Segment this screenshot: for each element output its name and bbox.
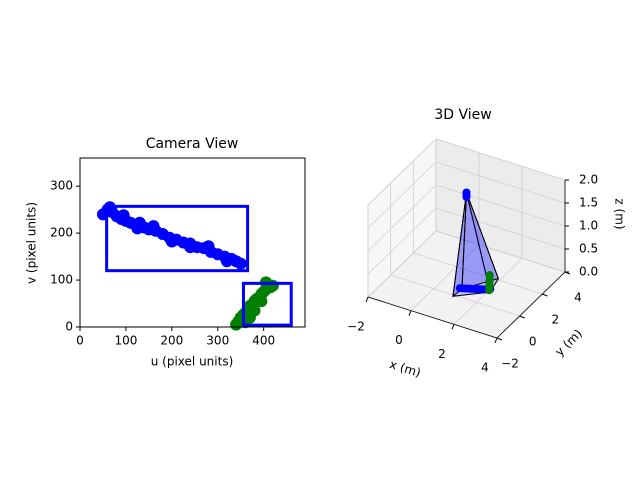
z-tick-label: 2.0 <box>579 173 598 187</box>
point <box>234 257 247 270</box>
x-tick-label: 400 <box>252 334 275 348</box>
y-tick-label: 2 <box>552 313 560 327</box>
grid-line <box>435 161 566 204</box>
grid-line <box>413 252 543 295</box>
z-tick-label: 1.0 <box>579 219 598 233</box>
plot-frame <box>79 157 306 328</box>
y-tick-label: 0 <box>529 335 537 349</box>
point <box>147 220 160 233</box>
x-tick <box>365 296 369 303</box>
y-tick <box>519 315 525 319</box>
point <box>117 209 130 222</box>
y-tick-label: −2 <box>501 357 519 371</box>
y-axis-label: v (pixel units) <box>25 202 39 284</box>
y-tick-label: 100 <box>50 273 73 287</box>
grid-line <box>435 230 566 273</box>
x-tick <box>494 337 498 344</box>
x-axis-label: x (m) <box>388 357 423 380</box>
bounding-box <box>241 281 293 327</box>
point <box>220 255 233 268</box>
bounding-box <box>105 204 250 273</box>
point <box>485 270 494 279</box>
x-tick-label: 100 <box>114 334 137 348</box>
z-axis-label: z (m) <box>613 198 627 229</box>
x-tick-label: 300 <box>206 334 229 348</box>
grid-line <box>435 138 566 181</box>
x-tick-label: 0 <box>76 334 84 348</box>
chart-title: 3D View <box>434 107 491 123</box>
x-tick-label: 200 <box>160 334 183 348</box>
grid-line <box>367 138 437 206</box>
y-tick-label: 200 <box>50 226 73 240</box>
x-tick-label: 0 <box>395 333 403 347</box>
x-tick-label: −2 <box>347 320 365 334</box>
y-tick-label: 0 <box>65 320 73 334</box>
axis-line <box>367 296 498 339</box>
grid-line <box>410 244 480 311</box>
point <box>255 295 268 308</box>
grid-line <box>367 207 437 275</box>
grid-line <box>367 161 437 229</box>
point <box>202 240 215 253</box>
point <box>485 286 494 295</box>
x-tick-label: 4 <box>481 361 489 375</box>
point <box>485 276 494 285</box>
grid-line <box>390 274 520 317</box>
grid-line <box>367 184 437 252</box>
x-tick <box>408 310 412 316</box>
y-tick-label: 300 <box>50 179 73 193</box>
axis-line <box>496 271 566 339</box>
grid-line <box>367 230 437 298</box>
x-tick-label: 2 <box>438 347 446 361</box>
grid-line <box>435 207 566 250</box>
y-axis-label: y (m) <box>552 326 585 359</box>
x-tick <box>451 324 455 330</box>
point <box>184 241 197 254</box>
y-tick <box>542 293 548 297</box>
chart-title: Camera View <box>146 136 239 152</box>
point <box>165 235 178 248</box>
z-tick-label: 1.5 <box>579 196 598 210</box>
point <box>248 304 261 317</box>
z-tick-label: 0.0 <box>579 265 598 279</box>
point <box>462 193 471 202</box>
x-axis-label: u (pixel units) <box>151 355 234 369</box>
point <box>131 222 144 235</box>
y-tick-label: 4 <box>574 291 582 305</box>
y-tick <box>496 337 503 341</box>
grid-line <box>435 184 566 227</box>
frustum-face <box>452 192 467 298</box>
z-tick-label: 0.5 <box>579 242 598 256</box>
